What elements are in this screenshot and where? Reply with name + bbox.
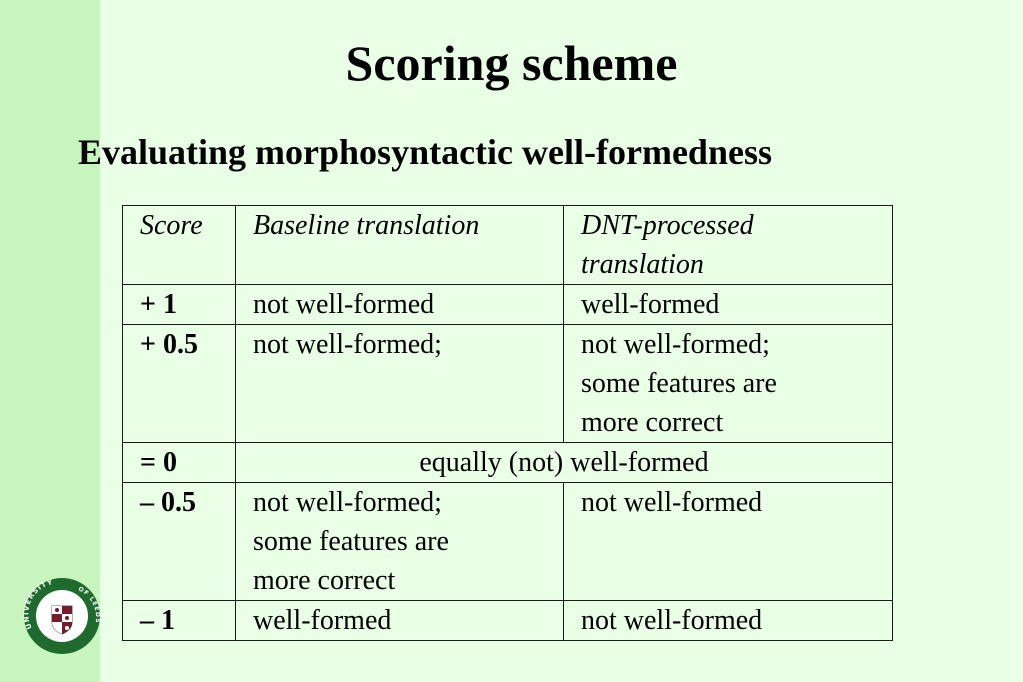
header-score: Score bbox=[122, 205, 236, 285]
header-baseline: Baseline translation bbox=[235, 205, 564, 285]
score-cell: + 0.5 bbox=[122, 324, 236, 443]
dnt-cell: not well-formed bbox=[563, 482, 893, 601]
slide-title: Scoring scheme bbox=[345, 35, 678, 91]
baseline-cell: not well-formed; bbox=[235, 324, 564, 443]
baseline-cell: not well-formed; some features are more co… bbox=[235, 482, 564, 601]
table-row: + 0.5 not well-formed; not well-formed; s… bbox=[122, 324, 893, 443]
table-row: – 1 well-formed not well-formed bbox=[122, 600, 893, 641]
scoring-table: Score Baseline translation DNT-processed… bbox=[122, 205, 893, 641]
university-of-leeds-logo-icon: UNIVERSITY OF LEEDS bbox=[22, 578, 100, 654]
dnt-cell: not well-formed bbox=[563, 600, 893, 641]
table-row: = 0 equally (not) well-formed bbox=[122, 442, 893, 483]
dnt-cell: well-formed bbox=[563, 284, 893, 325]
baseline-cell: not well-formed bbox=[235, 284, 564, 325]
score-cell: + 1 bbox=[122, 284, 236, 325]
slide-subtitle: Evaluating morphosyntactic well-formedne… bbox=[78, 132, 772, 172]
baseline-cell: well-formed bbox=[235, 600, 564, 641]
table-row: – 0.5 not well-formed; some features are m… bbox=[122, 482, 893, 601]
table-header-row: Score Baseline translation DNT-processed… bbox=[122, 205, 893, 285]
score-cell: = 0 bbox=[122, 442, 236, 483]
score-cell: – 0.5 bbox=[122, 482, 236, 601]
dnt-cell: not well-formed; some features are more co… bbox=[563, 324, 893, 443]
table-row: + 1 not well-formed well-formed bbox=[122, 284, 893, 325]
header-dnt: DNT-processed translation bbox=[563, 205, 893, 285]
merged-cell: equally (not) well-formed bbox=[235, 442, 893, 483]
score-cell: – 1 bbox=[122, 600, 236, 641]
left-side-band bbox=[0, 0, 100, 682]
